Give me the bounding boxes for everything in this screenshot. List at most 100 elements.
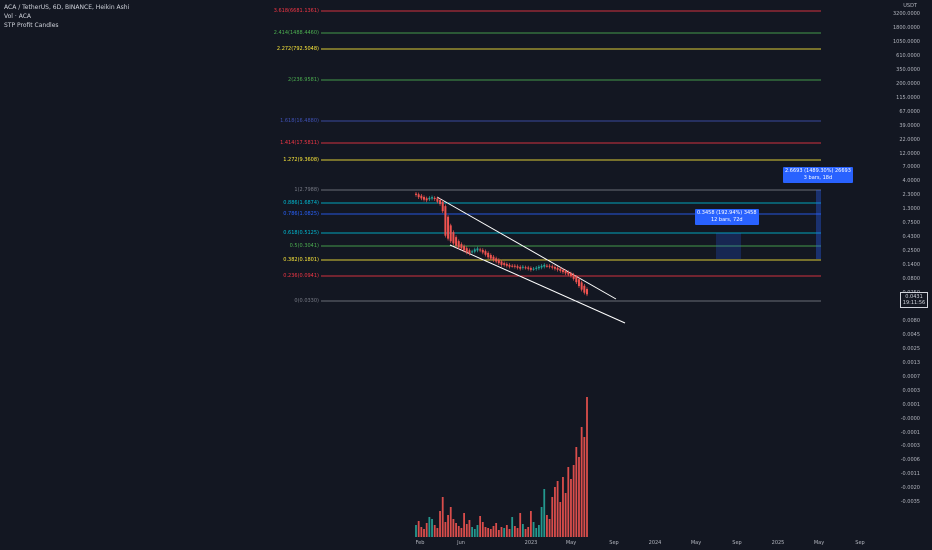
candle-body [545, 265, 548, 267]
bar-countdown: 19:11:56 [902, 300, 926, 306]
price-tick-label: 1800.0000 [892, 24, 920, 31]
volume-bar [457, 526, 460, 537]
volume-bar [487, 528, 490, 537]
time-tick-label: Sep [855, 540, 865, 546]
volume-bar [583, 437, 586, 537]
volume-bar [570, 479, 572, 537]
candle-body [441, 201, 444, 212]
candle-body [479, 249, 482, 251]
candle-body [500, 261, 503, 265]
volume-legend[interactable]: Vol · ACA [4, 13, 31, 20]
volume-bar [481, 522, 484, 537]
candle-body [575, 276, 578, 283]
candle-body [524, 267, 527, 269]
candle-body [415, 193, 417, 195]
volume-bar [415, 525, 417, 537]
price-tick-label: 0.0001 [902, 401, 921, 408]
fib-level-label: 1.618(16.4880) [280, 118, 319, 124]
price-tick-label: 0.0025 [902, 345, 921, 352]
candle-body [572, 274, 575, 279]
candle-body [577, 279, 580, 287]
volume-bar [559, 502, 562, 537]
candle-body [433, 197, 436, 200]
candle-body [417, 194, 420, 198]
volume-bar [423, 529, 425, 537]
time-tick-label: May [565, 540, 577, 546]
measure-text: 2.6693 (1489.30%) 26693 [785, 168, 851, 174]
time-tick-label: Sep [609, 540, 619, 546]
volume-bar [476, 525, 479, 537]
fib-level-label: 0.236(0.0941) [283, 273, 319, 279]
candle-body [436, 198, 439, 202]
volume-bar [551, 497, 554, 537]
volume-bar [473, 529, 476, 537]
volume-bar [578, 457, 580, 537]
volume-bar [428, 517, 431, 537]
candle-body [423, 197, 426, 200]
candle-body [556, 267, 559, 270]
candle-body [457, 241, 460, 248]
current-price-value: 0.0431 [905, 294, 923, 300]
fib-level-label: 0.886(1.6874) [283, 200, 319, 206]
candle-body [465, 248, 468, 253]
candle-body [532, 268, 535, 270]
candle-body [487, 252, 490, 258]
candle-body [503, 263, 506, 265]
candle-body [495, 258, 498, 262]
volume-bar [441, 497, 444, 537]
volume-bar [484, 527, 487, 537]
measure-box[interactable]: 2.6693 (1489.30%) 26693 3 bars, 18d [783, 167, 853, 183]
time-tick-label: May [813, 540, 825, 546]
measure-text: 12 bars, 72d [710, 217, 743, 223]
volume-bar [492, 526, 495, 537]
time-tick-label: Jun [457, 540, 465, 546]
volume-bar [567, 467, 570, 537]
volume-bar [527, 527, 530, 537]
price-tick-label: 115.0000 [896, 94, 920, 101]
candle-body [425, 198, 428, 201]
candle-body [420, 195, 423, 199]
candle-body [583, 285, 586, 293]
volume-bar [495, 523, 498, 537]
price-tick-label: 39.0000 [899, 122, 920, 129]
volume-bar [543, 489, 546, 537]
price-tick-label: 0.0013 [902, 359, 921, 366]
volume-bar [562, 477, 564, 537]
price-tick-label: -0.0035 [900, 499, 920, 506]
time-tick-label: May [690, 540, 702, 546]
candle-body [569, 273, 572, 276]
chart-legend: ACA / TetherUS, 6D, BINANCE, Heikin Ashi… [4, 3, 129, 30]
fib-level-label: 0.786(1.0825) [283, 211, 319, 217]
candle-body [484, 251, 487, 255]
volume-bar [548, 519, 551, 537]
price-tick-label: 0.7500 [902, 220, 921, 227]
symbol-title[interactable]: ACA / TetherUS, 6D, BINANCE, Heikin Ashi [4, 4, 130, 11]
volume-bar [463, 513, 465, 537]
candle-body [497, 259, 500, 264]
price-tick-label: 3200.0000 [892, 11, 920, 17]
volume-bar [425, 523, 428, 537]
volume-bar [417, 521, 420, 537]
candle-body [567, 272, 570, 275]
candle-body [449, 225, 452, 242]
fib-level-label: 1(2.7988) [294, 187, 319, 193]
currency-label: USDT [903, 3, 917, 9]
price-tick-label: 200.0000 [896, 80, 920, 87]
volume-bar [431, 519, 433, 537]
volume-bar [524, 529, 527, 537]
measure-box[interactable]: 0.3458 (192.94%) 3458 12 bars, 72d [695, 209, 759, 225]
price-tick-label: 0.0800 [902, 276, 921, 283]
candle-body [508, 264, 511, 267]
volume-bar [433, 525, 436, 537]
volume-bar [500, 527, 503, 537]
candle-body [513, 265, 516, 267]
volume-bar [580, 427, 583, 537]
current-price-tag: 0.0431 19:11:56 [900, 292, 928, 308]
volume-bar [465, 524, 468, 537]
indicator-legend[interactable]: STP Profit Candles [4, 22, 59, 29]
candle-body [586, 288, 588, 295]
price-tick-label: 7.0000 [902, 164, 921, 171]
volume-bar [538, 525, 540, 537]
volume-bar [529, 511, 532, 537]
